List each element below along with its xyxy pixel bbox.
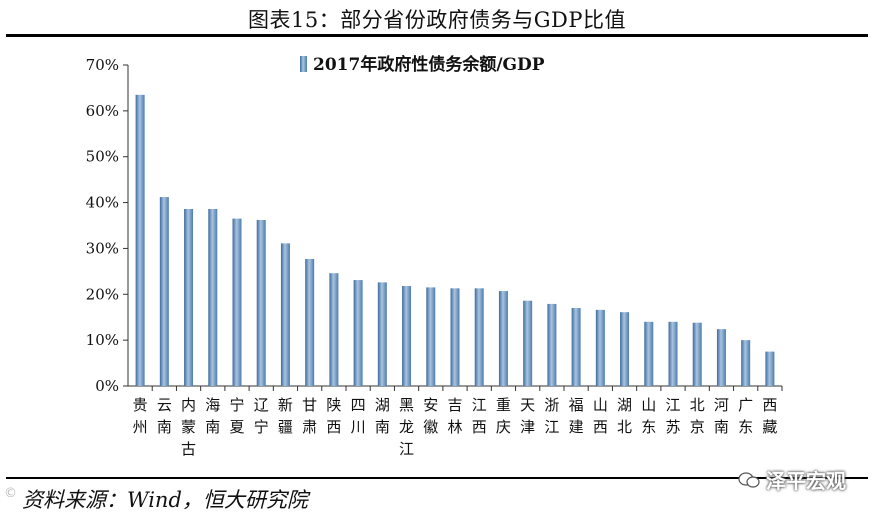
y-tick-label: 60%: [86, 102, 119, 120]
bar: [232, 218, 242, 386]
y-tick-label: 10%: [86, 331, 119, 349]
bar: [644, 321, 654, 386]
bar: [474, 288, 484, 386]
y-tick-label: 40%: [86, 194, 119, 212]
bar: [426, 287, 436, 386]
x-tick-label: 天津: [520, 396, 535, 436]
legend: 2017年政府性债务余额/GDP: [300, 54, 545, 75]
x-tick-label: 山东: [641, 396, 656, 436]
x-tick-label: 甘肃: [302, 396, 317, 436]
bottom-rule: [6, 477, 868, 479]
bar: [498, 291, 508, 386]
y-tick-label: 20%: [86, 285, 119, 303]
bar: [184, 208, 194, 386]
y-tick-label: 0%: [95, 377, 119, 395]
bar: [135, 94, 145, 387]
figure-title: 图表15：部分省份政府债务与GDP比值: [248, 8, 626, 32]
x-axis-labels: 贵州云南内蒙古海南宁夏辽宁新疆甘肃陕西四川湖南黑龙江安徽吉林江西重庆天津浙江福建…: [133, 386, 783, 458]
wechat-icon: [738, 471, 760, 488]
x-tick-label: 湖南: [375, 396, 390, 436]
watermark-text: 泽平宏观: [766, 469, 846, 493]
x-tick-label: 重庆: [496, 396, 511, 436]
x-tick-label: 湖北: [617, 396, 632, 436]
bar: [280, 243, 290, 386]
bar: [377, 282, 387, 386]
bar: [571, 308, 581, 386]
x-tick-label: 吉林: [447, 396, 462, 436]
y-tick-label: 50%: [86, 148, 119, 166]
bar: [256, 219, 266, 386]
bar: [716, 329, 726, 386]
x-tick-label: 辽宁: [254, 396, 269, 436]
bar: [765, 351, 775, 386]
x-tick-label: 江西: [472, 396, 487, 436]
x-tick-label: 陕西: [326, 396, 341, 436]
x-tick-label: 福建: [569, 396, 584, 436]
legend-label: 2017年政府性债务余额/GDP: [313, 54, 545, 75]
x-tick-label: 西藏: [762, 396, 777, 436]
bar: [450, 288, 460, 386]
bar: [547, 303, 557, 386]
x-tick-label: 山西: [593, 396, 608, 436]
x-tick-label: 江苏: [665, 396, 680, 436]
x-tick-label: 四川: [351, 396, 366, 436]
x-tick-label: 黑龙江: [399, 396, 414, 458]
watermark: 泽平宏观: [738, 465, 846, 494]
copyright-mark: ©: [4, 486, 17, 501]
bar: [305, 258, 315, 386]
bar: [692, 322, 702, 386]
legend-swatch: [300, 56, 307, 72]
bar: [402, 286, 412, 386]
x-tick-label: 海南: [205, 396, 220, 436]
bar: [208, 208, 218, 386]
bars: [135, 94, 775, 387]
x-tick-label: 云南: [157, 396, 172, 436]
x-tick-label: 北京: [690, 396, 705, 436]
x-tick-label: 安徽: [423, 396, 438, 436]
bar: [523, 300, 533, 386]
bar: [329, 273, 339, 386]
bar: [741, 340, 751, 386]
x-tick-label: 河南: [714, 396, 729, 436]
x-tick-label: 浙江: [544, 396, 559, 436]
top-rule: [6, 34, 868, 37]
bar: [353, 280, 363, 386]
bar: [595, 309, 605, 386]
x-tick-label: 新疆: [278, 396, 293, 436]
x-tick-label: 内蒙古: [181, 396, 196, 458]
x-tick-label: 贵州: [133, 396, 148, 436]
x-tick-label: 广东: [738, 396, 753, 436]
bar: [668, 321, 678, 386]
bar-chart: 0% 10% 20% 30% 40% 50% 60% 70% 贵州云南内蒙古海南宁夏辽宁新疆甘…: [86, 54, 783, 458]
y-tick-label: 30%: [86, 239, 119, 257]
bar: [159, 197, 169, 386]
bar: [620, 312, 630, 386]
source-note: 资料来源：Wind，恒大研究院: [22, 488, 308, 512]
x-tick-label: 宁夏: [229, 396, 244, 436]
y-tick-label: 70%: [86, 56, 119, 74]
